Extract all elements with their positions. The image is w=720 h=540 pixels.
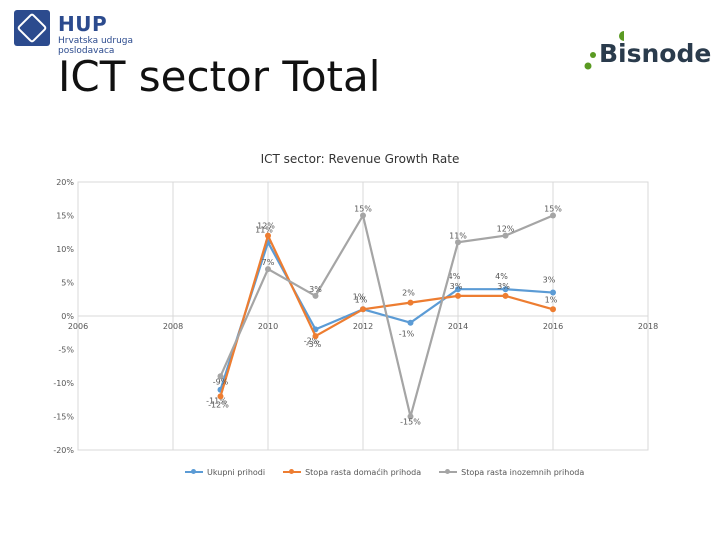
data-label: 1% <box>355 295 368 304</box>
series-line <box>219 212 554 417</box>
x-tick-label: 2010 <box>258 322 278 331</box>
data-point <box>312 333 319 340</box>
x-tick-label: 2006 <box>68 322 88 331</box>
data-point <box>265 232 271 239</box>
page-title: ICT sector Total <box>58 52 381 101</box>
bisnode-logo-name: Bisnode <box>599 39 712 68</box>
data-label: 1% <box>353 292 366 301</box>
legend-entry: Ukupni prihodi <box>185 468 265 477</box>
x-tick-label: 2008 <box>163 322 183 331</box>
data-point <box>502 292 509 299</box>
y-tick-label: 0% <box>61 312 74 321</box>
data-label: 15% <box>544 205 562 214</box>
legend-label: Ukupni prihodi <box>207 467 266 477</box>
legend-label: Stopa rasta inozemnih prihoda <box>461 467 585 477</box>
hup-logo-subtitle: Hrvatska udruga poslodavaca <box>58 36 134 56</box>
y-tick-label: 5% <box>61 279 74 288</box>
hup-logo: HUP Hrvatska udruga poslodavaca <box>14 10 174 56</box>
data-label: 12% <box>497 225 515 234</box>
data-label: 4% <box>495 272 508 281</box>
data-label: 2% <box>402 289 415 298</box>
series-line <box>219 232 554 397</box>
data-label: 3% <box>497 282 510 291</box>
legend-label: Stopa rasta domaćih prihoda <box>305 467 422 477</box>
data-label: 7% <box>262 258 275 267</box>
data-point <box>312 292 319 299</box>
data-point <box>407 299 414 306</box>
data-label: 12% <box>257 222 275 231</box>
chart-title: ICT sector: Revenue Growth Rate <box>260 152 460 166</box>
data-point <box>217 393 224 400</box>
y-tick-label: -5% <box>58 346 74 355</box>
bisnode-logo: Bisnode <box>584 30 714 74</box>
data-label: -11% <box>206 397 227 406</box>
data-label: 3% <box>543 276 556 285</box>
data-label: 11% <box>255 225 273 234</box>
data-point <box>265 266 271 273</box>
data-label: 3% <box>450 282 463 291</box>
data-label: -2% <box>304 336 320 345</box>
data-label: 3% <box>309 285 322 294</box>
data-point <box>455 286 461 293</box>
data-label: -3% <box>306 340 322 349</box>
y-tick-label: 20% <box>56 178 74 187</box>
data-label: -9% <box>213 377 229 386</box>
data-point <box>360 212 366 219</box>
bisnode-dots-icon <box>584 31 624 70</box>
data-label: -15% <box>400 418 421 427</box>
y-tick-label: -20% <box>53 446 74 455</box>
y-tick-label: -10% <box>53 379 74 388</box>
data-point <box>550 306 556 313</box>
y-tick-label: -15% <box>53 413 74 422</box>
data-point <box>360 306 366 313</box>
legend-entry: Stopa rasta domaćih prihoda <box>283 468 421 477</box>
hup-logo-mark-icon <box>14 10 50 46</box>
data-label: -1% <box>399 330 415 339</box>
data-label: 1% <box>545 295 558 304</box>
x-tick-label: 2016 <box>543 322 563 331</box>
legend-entry: Stopa rasta inozemnih prihoda <box>439 468 584 477</box>
data-point <box>550 212 556 219</box>
data-label: -12% <box>208 400 229 409</box>
data-label: 15% <box>354 205 372 214</box>
x-tick-label: 2018 <box>638 322 658 331</box>
data-point <box>455 239 461 246</box>
data-point <box>407 413 414 420</box>
data-label: 11% <box>449 231 467 240</box>
x-tick-label: 2014 <box>448 322 468 331</box>
data-point <box>502 232 509 239</box>
data-label: 4% <box>448 272 461 281</box>
chart-legend: Ukupni prihodi Stopa rasta domaćih prihod… <box>185 466 605 477</box>
data-point <box>407 319 414 326</box>
data-point <box>455 292 461 299</box>
data-point <box>502 286 509 293</box>
legend-swatch <box>185 469 203 474</box>
legend-swatch <box>439 469 458 474</box>
x-tick-label: 2012 <box>353 322 373 331</box>
y-tick-label: 10% <box>56 245 74 254</box>
hup-logo-name: HUP <box>58 12 108 36</box>
y-tick-label: 15% <box>56 212 74 221</box>
data-point <box>550 289 556 296</box>
legend-swatch <box>283 469 302 474</box>
data-point <box>217 373 224 380</box>
